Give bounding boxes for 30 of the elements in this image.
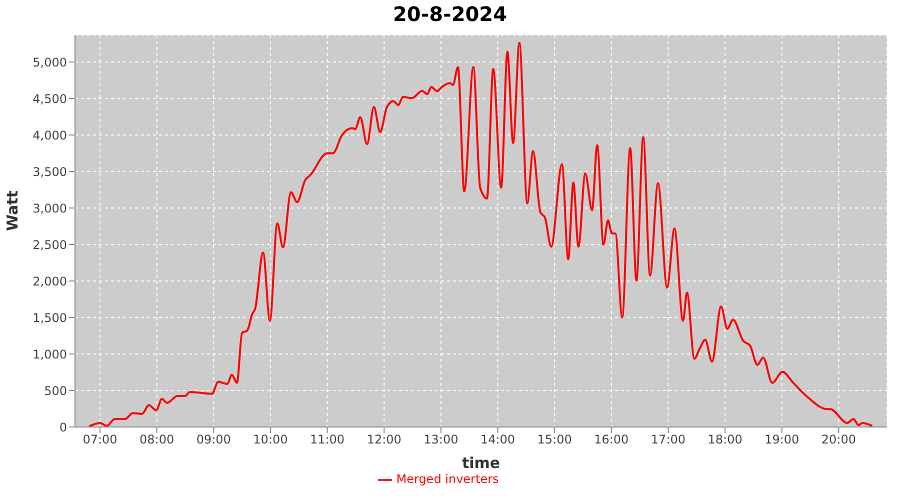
x-tick-label: 19:00 — [764, 432, 800, 447]
y-tick-label: 1,500 — [32, 310, 67, 325]
y-tick-label: 5,000 — [32, 55, 67, 70]
x-tick-label: 08:00 — [140, 432, 174, 447]
legend-label: Merged inverters — [396, 472, 499, 486]
x-axis-title: time — [462, 454, 500, 472]
y-tick-label: 2,500 — [32, 238, 67, 252]
y-tick-label: 2,000 — [32, 274, 67, 288]
y-tick-label: 1,000 — [32, 347, 67, 362]
y-tick-label: 3,000 — [32, 201, 67, 216]
x-tick-label: 09:00 — [196, 432, 231, 447]
y-axis-title: Watt — [3, 190, 22, 231]
x-tick-label: 16:00 — [594, 432, 629, 447]
x-tick-label: 17:00 — [650, 432, 686, 447]
y-tick-label: 500 — [44, 384, 67, 398]
chart-title: 20-8-2024 — [392, 2, 508, 26]
x-tick-label: 07:00 — [82, 432, 118, 447]
x-tick-label: 13:00 — [424, 432, 458, 447]
y-tick-label: 4,000 — [32, 128, 67, 142]
x-tick-label: 10:00 — [253, 432, 288, 447]
x-tick-label: 15:00 — [537, 432, 572, 447]
x-tick-label: 18:00 — [708, 432, 742, 447]
x-tick-label: 20:00 — [821, 432, 856, 447]
y-tick-label: 3,500 — [32, 164, 67, 179]
x-tick-label: 11:00 — [310, 432, 345, 447]
y-tick-label: 0 — [59, 420, 67, 434]
y-tick-label: 4,500 — [32, 92, 67, 106]
line-series — [88, 42, 874, 427]
x-tick-label: 14:00 — [480, 432, 516, 447]
x-tick-label: 12:00 — [366, 432, 402, 447]
